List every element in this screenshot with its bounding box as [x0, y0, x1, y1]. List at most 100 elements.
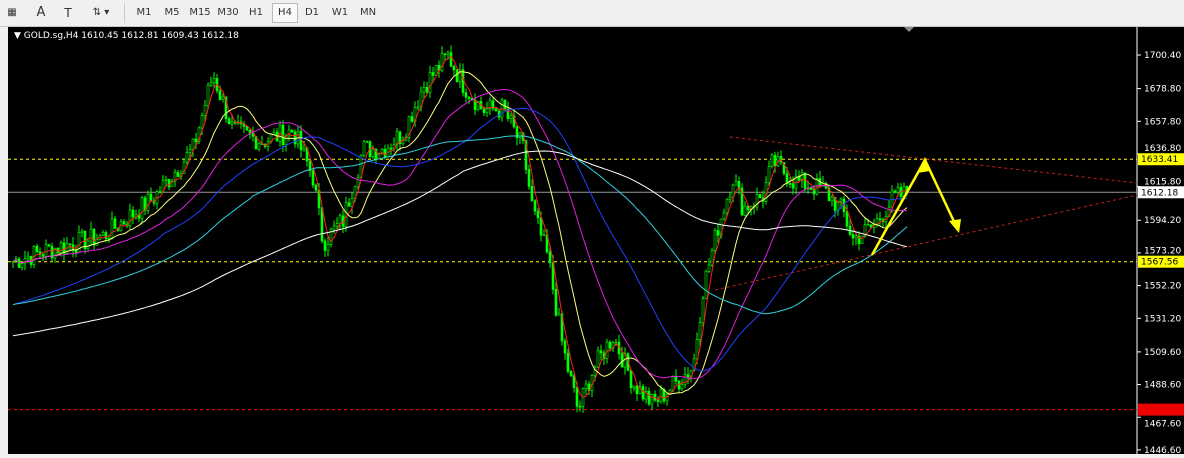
timeframe-h4[interactable]: H4 — [272, 3, 298, 23]
timeframe-m15[interactable]: M15 — [189, 7, 211, 18]
candle — [533, 200, 537, 212]
candle — [671, 376, 675, 391]
open-price: 1610.45 — [81, 31, 119, 41]
y-tick-label: 1531.20 — [1144, 314, 1181, 324]
candle — [572, 375, 576, 388]
candle — [374, 148, 378, 160]
left-strip — [0, 27, 8, 454]
candle — [365, 141, 369, 143]
candle — [746, 205, 750, 211]
candle — [332, 225, 336, 230]
candle — [476, 100, 480, 111]
timeframe-m1[interactable]: M1 — [136, 7, 152, 18]
collapse-triangle-icon[interactable]: ▼ — [14, 31, 21, 41]
candle — [335, 223, 339, 227]
y-tick-label: 1700.40 — [1144, 51, 1181, 61]
candle — [701, 298, 705, 323]
candle — [77, 232, 81, 253]
candle — [41, 254, 45, 257]
candle — [446, 52, 450, 55]
text-a-icon[interactable]: A — [36, 5, 46, 20]
candle — [425, 87, 429, 93]
trendline-upper — [729, 136, 1138, 184]
chart-header: ▼ GOLD.sg,H4 1610.45 1612.81 1609.43 161… — [14, 31, 239, 41]
y-tick-label: 1446.60 — [1144, 446, 1181, 454]
level-label: 1567.56 — [1141, 258, 1178, 268]
candle — [503, 99, 507, 110]
candle — [314, 184, 318, 191]
grid-icon[interactable]: ▦ — [7, 7, 17, 18]
candle — [380, 148, 384, 155]
candle — [473, 99, 477, 111]
candle — [494, 108, 498, 112]
timeframe-d1[interactable]: D1 — [304, 7, 320, 18]
timeframe-h1[interactable]: H1 — [249, 7, 263, 18]
candle — [185, 152, 189, 163]
candle — [407, 116, 411, 138]
candle — [620, 353, 624, 368]
candle — [686, 374, 690, 378]
candle — [512, 115, 516, 128]
toolbar-separator — [124, 3, 125, 23]
toolbar: ▦ A T ⇅ ▾ M1 M5 M15 M30 H1 H4 D1 W1 MN — [0, 0, 1184, 27]
candle — [755, 194, 759, 208]
candle — [587, 383, 591, 391]
candle — [395, 131, 399, 146]
candle — [173, 172, 177, 182]
candle — [80, 230, 84, 233]
candle — [194, 138, 198, 142]
candle — [863, 224, 867, 237]
candle — [644, 391, 648, 400]
candle — [164, 178, 168, 181]
candle — [428, 72, 432, 93]
candle — [704, 271, 708, 299]
candle — [596, 350, 600, 368]
arrows-icon[interactable]: ⇅ ▾ — [92, 7, 110, 18]
candle — [350, 198, 354, 207]
text-label-icon[interactable]: T — [64, 6, 72, 20]
timeframe-mn[interactable]: MN — [359, 7, 377, 18]
candle — [302, 147, 306, 151]
candle — [896, 187, 900, 193]
candle — [206, 85, 210, 106]
timeframe-m30[interactable]: M30 — [217, 7, 239, 18]
candle — [593, 366, 597, 376]
candle — [575, 387, 579, 407]
candle — [845, 211, 849, 227]
candle — [287, 129, 291, 137]
candle — [44, 244, 48, 257]
candle — [710, 250, 714, 266]
candle — [440, 53, 444, 71]
candle — [383, 148, 387, 158]
candle — [149, 193, 153, 202]
candle — [680, 384, 684, 390]
candle — [737, 181, 741, 189]
level-label-box — [1138, 186, 1184, 199]
candle — [767, 166, 771, 183]
candle — [209, 82, 213, 86]
chart-svg: 1700.40 1678.80 1657.80 1636.80 1615.80 1594.… — [8, 27, 1184, 456]
candle — [698, 322, 702, 340]
candle — [599, 350, 603, 354]
y-tick-label: 1509.60 — [1144, 348, 1181, 358]
candle — [452, 65, 456, 71]
timeframe-m5[interactable]: M5 — [164, 7, 180, 18]
candle — [62, 242, 66, 254]
candle — [146, 193, 150, 211]
chart-area[interactable]: 1700.40 1678.80 1657.80 1636.80 1615.80 1594.… — [8, 27, 1184, 456]
candle — [89, 228, 93, 242]
candle — [800, 172, 804, 181]
candle — [605, 341, 609, 359]
candle — [188, 149, 192, 153]
y-tick-label: 1552.20 — [1144, 282, 1181, 292]
candle — [557, 313, 561, 316]
candle — [338, 215, 342, 224]
candle — [722, 212, 726, 220]
timeframe-w1[interactable]: W1 — [331, 7, 349, 18]
candle — [320, 207, 324, 242]
arrow-head-up-icon — [917, 157, 930, 173]
moving-average-line — [12, 71, 908, 395]
candle — [158, 191, 162, 193]
y-tick-label: 1573.20 — [1144, 247, 1181, 257]
candle — [785, 173, 789, 184]
